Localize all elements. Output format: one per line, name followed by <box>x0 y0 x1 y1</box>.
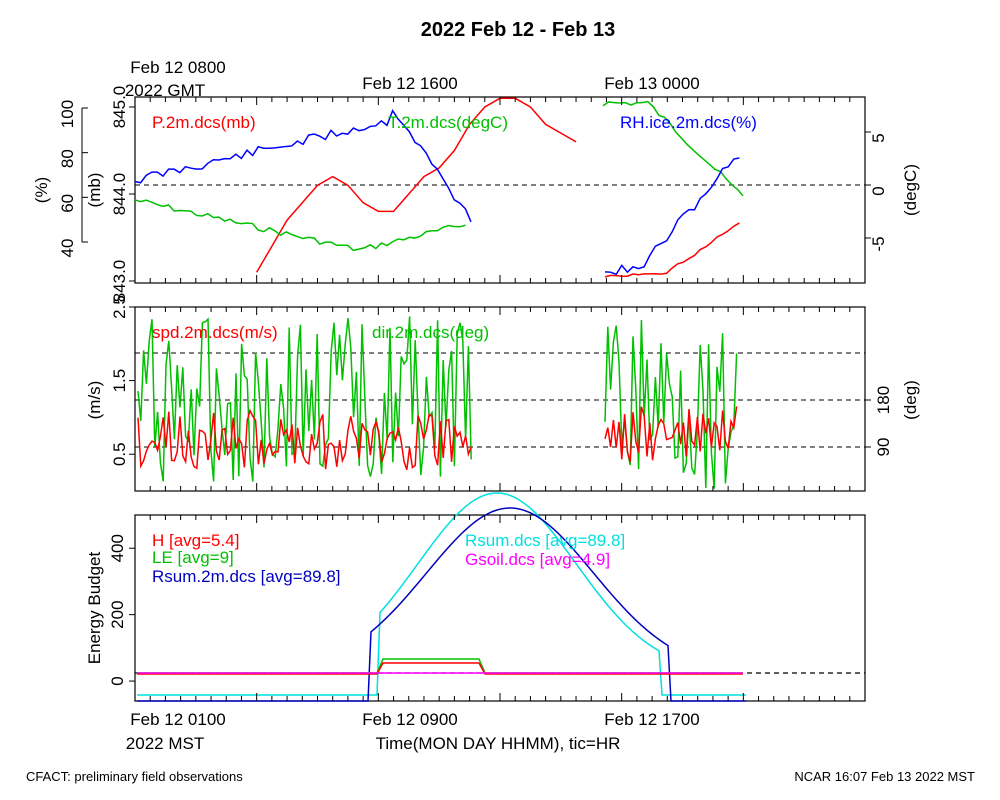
footer-right: NCAR 16:07 Feb 13 2022 MST <box>794 769 975 784</box>
speed-series-line <box>137 408 472 470</box>
wind-series-lines <box>137 316 738 489</box>
temperature-axis-label: (degC) <box>901 164 920 216</box>
chart-title: 2022 Feb 12 - Feb 13 <box>421 19 616 41</box>
legend-gsoil: Gsoil.dcs [avg=4.9] <box>465 550 610 569</box>
rsum-series-line <box>137 492 746 696</box>
x-axis-label: Time(MON DAY HHMM), tic=HR <box>376 734 621 753</box>
speed-tick-label: 1.5 <box>110 369 129 393</box>
rh-tick-label: 100 <box>58 100 77 128</box>
energy-tick-label: 0 <box>108 676 127 685</box>
energy-tick-label: 200 <box>108 600 127 628</box>
legend-rsum-2m: Rsum.2m.dcs [avg=89.8] <box>152 567 341 586</box>
state-series-lines <box>134 97 744 278</box>
state-axis-ticks: 40 60 80 100 843.0 844.0 845.0 -5 0 5 <box>58 86 888 303</box>
temperature-series-line <box>134 199 466 252</box>
rh-axis-label: (%) <box>32 177 51 203</box>
rh-series-line <box>134 109 472 223</box>
gmt-tick-label-1: Feb 12 0800 <box>130 58 225 77</box>
temperature-tick-label: 0 <box>869 186 888 195</box>
gmt-tick-label-3: Feb 13 0000 <box>604 74 699 93</box>
gmt-tick-sub-label: 2022 GMT <box>125 81 205 100</box>
legend-temperature: T.2m.dcs(degC) <box>388 113 508 132</box>
pressure-tick-label: 845.0 <box>110 86 129 129</box>
temperature-series-line <box>602 100 744 197</box>
mst-tick-label-2: Feb 12 0900 <box>362 710 457 729</box>
temperature-tick-label: -5 <box>869 236 888 251</box>
legend-direction: dir.2m.dcs(deg) <box>372 323 489 342</box>
speed-tick-label: 0.5 <box>110 442 129 466</box>
direction-series-line <box>604 319 738 489</box>
mst-tick-sub-label: 2022 MST <box>126 734 204 753</box>
legend-pressure: P.2m.dcs(mb) <box>152 113 256 132</box>
le-series-line <box>137 658 743 674</box>
legend-h: H [avg=5.4] <box>152 531 239 550</box>
direction-axis-label: (deg) <box>901 380 920 420</box>
direction-tick-label: 90 <box>874 438 893 457</box>
footer-left: CFACT: preliminary field observations <box>26 769 243 784</box>
temperature-tick-label: 5 <box>869 133 888 142</box>
direction-tick-label: 180 <box>874 386 893 414</box>
energy-panel: 0 200 400 H [avg=5.4] LE [avg=9] Rsum.2m.d… <box>85 492 866 702</box>
speed-axis-label: (m/s) <box>85 381 104 420</box>
state-panel: 40 60 80 100 843.0 844.0 845.0 -5 0 5 P.2m.dcs(mb… <box>32 86 920 303</box>
wind-axis-ticks: 0.5 1.5 2.5 90 180 <box>110 295 893 491</box>
legend-rsum: Rsum.dcs [avg=89.8] <box>465 531 625 550</box>
legend-rh-ice: RH.ice.2m.dcs(%) <box>620 113 757 132</box>
legend-speed: spd.2m.dcs(m/s) <box>152 323 278 342</box>
energy-tick-label: 400 <box>108 534 127 562</box>
mst-tick-label-1: Feb 12 0100 <box>130 710 225 729</box>
speed-tick-label: 2.5 <box>110 295 129 319</box>
mst-tick-label-3: Feb 12 1700 <box>604 710 699 729</box>
h-series-line <box>137 662 743 675</box>
energy-series-lines <box>137 492 746 702</box>
pressure-series-line <box>604 222 740 278</box>
pressure-axis-label: (mb) <box>85 173 104 208</box>
pressure-series-line <box>256 97 577 273</box>
pressure-tick-label: 844.0 <box>110 173 129 216</box>
wind-panel: 0.5 1.5 2.5 90 180 spd.2m.dcs(m/s) dir.2m.dc… <box>85 295 920 492</box>
rh-tick-label: 60 <box>58 194 77 213</box>
pressure-tick-label: 843.0 <box>110 260 129 303</box>
rh-tick-label: 40 <box>58 239 77 258</box>
legend-le: LE [avg=9] <box>152 548 234 567</box>
rh-series-line <box>604 157 740 276</box>
speed-series-line <box>604 406 738 463</box>
rsum-2m-series-line <box>137 507 746 702</box>
energy-axis-label: Energy Budget <box>85 551 104 664</box>
rh-tick-label: 80 <box>58 149 77 168</box>
direction-series-line <box>137 316 472 482</box>
gmt-tick-label-2: Feb 12 1600 <box>362 74 457 93</box>
energy-axis-ticks: 0 200 400 <box>108 515 866 701</box>
